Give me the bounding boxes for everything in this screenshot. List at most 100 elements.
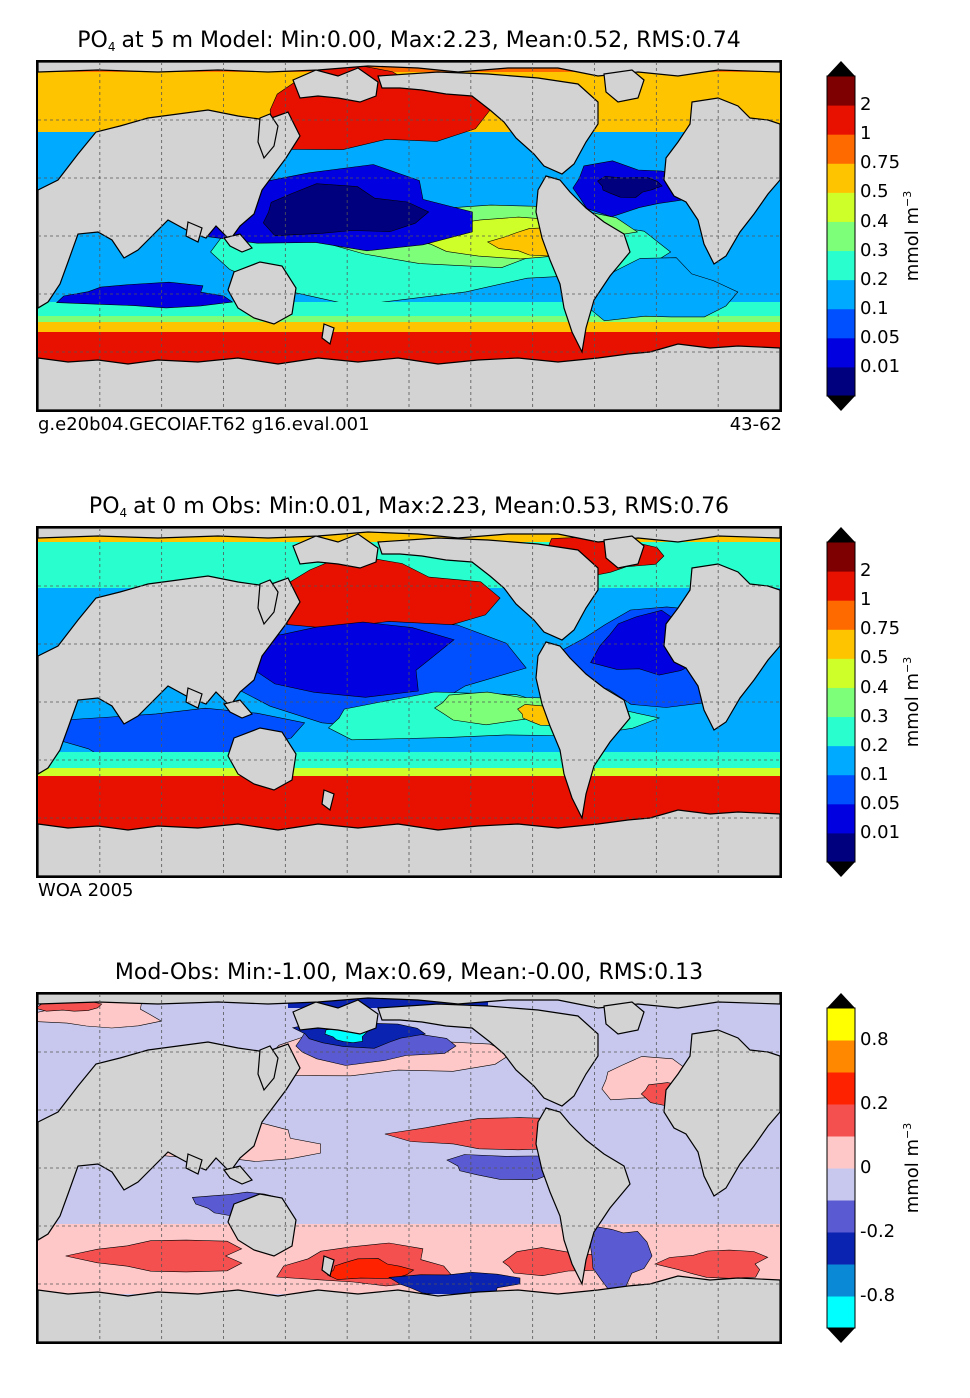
obs-colorbar-segment	[827, 774, 855, 805]
diff-colorbar-extend-max	[827, 993, 855, 1008]
model-landmass	[603, 69, 645, 103]
diff-landmass	[222, 1165, 254, 1185]
obs-colorbar-tick: 0.3	[860, 705, 889, 727]
diff-colorbar-tick: -0.8	[860, 1285, 896, 1306]
obs-colorbar-segment	[827, 745, 855, 776]
diff-contour-region	[589, 1225, 653, 1292]
model-colorbar-outline	[826, 75, 856, 397]
model-colorbar-segment	[827, 163, 855, 193]
model-colorbar-tick: 2	[860, 94, 872, 116]
obs-colorbar-segment	[827, 571, 855, 601]
obs-colorbar-outline	[826, 541, 856, 863]
obs-map	[36, 526, 782, 878]
model-colorbar-segment	[827, 366, 855, 397]
diff-colorbar-segment	[827, 1072, 855, 1105]
model-landmass	[222, 233, 254, 253]
diff-colorbar-segment	[827, 1264, 855, 1297]
model-colorbar-tick: 0.75	[860, 152, 901, 174]
model-colorbar	[826, 61, 856, 411]
obs-colorbar-segment	[827, 687, 855, 718]
diff-landmass	[377, 1003, 599, 1107]
diff-landmass	[292, 999, 379, 1035]
obs-colorbar-tick: 1	[860, 589, 872, 611]
diff-colorbar-extend-min	[827, 1328, 855, 1343]
model-colorbar-extend-max	[827, 61, 855, 76]
obs-landmass	[603, 535, 645, 569]
diff-title: Mod-Obs: Min:-1.00, Max:0.69, Mean:-0.00…	[114, 960, 704, 985]
model-colorbar-unit: mmol m−3	[901, 190, 923, 282]
model-colorbar-tick: 0.05	[860, 326, 901, 348]
obs-colorbar-segment	[827, 716, 855, 747]
model-colorbar-tick: 1	[860, 123, 872, 145]
model-landmass	[663, 97, 780, 265]
model-contour-region	[55, 281, 234, 309]
diff-contour-region	[654, 1249, 769, 1279]
diff-colorbar-outline	[826, 1007, 856, 1329]
obs-colorbar-extend-min	[827, 862, 855, 877]
obs-landmass	[377, 537, 599, 641]
diff-colorbar-unit: mmol m−3	[901, 1122, 923, 1214]
obs-landmass	[38, 575, 301, 775]
diff-map	[36, 992, 782, 1344]
model-colorbar-segment	[827, 250, 855, 281]
obs-colorbar-tick: 2	[860, 560, 872, 582]
obs-colorbar-tick: 0.1	[860, 763, 889, 785]
obs-colorbar-tick: 0.05	[860, 792, 901, 814]
obs-colorbar-tick: 0.01	[860, 821, 901, 843]
diff-colorbar-segment	[827, 1296, 855, 1329]
model-colorbar-segment	[827, 221, 855, 252]
model-landmass	[535, 175, 631, 354]
diff-panel: Mod-Obs: Min:-1.00, Max:0.69, Mean:-0.00…	[0, 932, 970, 1398]
diff-colorbar-segment	[827, 1040, 855, 1073]
obs-colorbar-tick: 0.75	[860, 618, 901, 640]
model-colorbar-extend-min	[827, 396, 855, 411]
obs-landmass	[292, 533, 379, 569]
model-map	[36, 60, 782, 412]
obs-colorbar-segment	[827, 658, 855, 688]
diff-landmass	[185, 1153, 203, 1175]
diff-colorbar-segment	[827, 1104, 855, 1137]
diff-colorbar-tick: 0.8	[860, 1029, 889, 1050]
obs-colorbar-tick: 0.4	[860, 676, 889, 698]
obs-landmass	[321, 789, 335, 812]
obs-colorbar-segment	[827, 600, 855, 630]
diff-contour-region	[65, 1239, 243, 1273]
model-colorbar-tick: 0.4	[860, 210, 889, 232]
model-contour-region	[597, 176, 663, 198]
model-colorbar-tick: 0.5	[860, 181, 889, 203]
model-landmass	[257, 113, 279, 160]
model-colorbar-tick: 0.3	[860, 239, 889, 261]
model-colorbar-segment	[827, 105, 855, 135]
obs-colorbar-segment	[827, 803, 855, 834]
diff-landmass	[257, 1045, 279, 1092]
model-colorbar-tick: 0.1	[860, 297, 889, 319]
model-colorbar-tick: 0.01	[860, 355, 901, 377]
model-colorbar-segment	[827, 76, 855, 106]
model-panel: PO4 at 5 m Model: Min:0.00, Max:2.23, Mea…	[0, 0, 970, 466]
diff-landmass	[227, 1193, 297, 1257]
diff-landmass	[38, 1041, 301, 1241]
diff-colorbar-segment	[827, 1232, 855, 1265]
model-colorbar-segment	[827, 337, 855, 368]
obs-landmass	[663, 563, 780, 731]
model-colorbar-segment	[827, 192, 855, 222]
obs-colorbar-tick: 0.2	[860, 734, 889, 756]
obs-landmass	[227, 727, 297, 791]
model-year-range: 43-62	[729, 414, 782, 435]
diff-colorbar-tick: 0	[860, 1157, 872, 1178]
model-colorbar-segment	[827, 308, 855, 339]
model-landmass	[227, 261, 297, 325]
diff-colorbar	[826, 993, 856, 1343]
model-contour-region	[262, 183, 430, 237]
diff-colorbar-segment	[827, 1200, 855, 1233]
model-case-name: g.e20b04.GECOIAF.T62 g16.eval.001	[38, 414, 370, 435]
model-landmass	[185, 221, 203, 243]
model-colorbar-segment	[827, 134, 855, 164]
diff-landmass	[535, 1107, 631, 1286]
obs-landmass	[185, 687, 203, 709]
diff-colorbar-tick: -0.2	[860, 1221, 896, 1242]
diff-landmass	[663, 1029, 780, 1197]
obs-contour-region	[38, 768, 780, 778]
model-title: PO4 at 5 m Model: Min:0.00, Max:2.23, Mea…	[77, 28, 741, 54]
model-landmass	[292, 67, 379, 103]
